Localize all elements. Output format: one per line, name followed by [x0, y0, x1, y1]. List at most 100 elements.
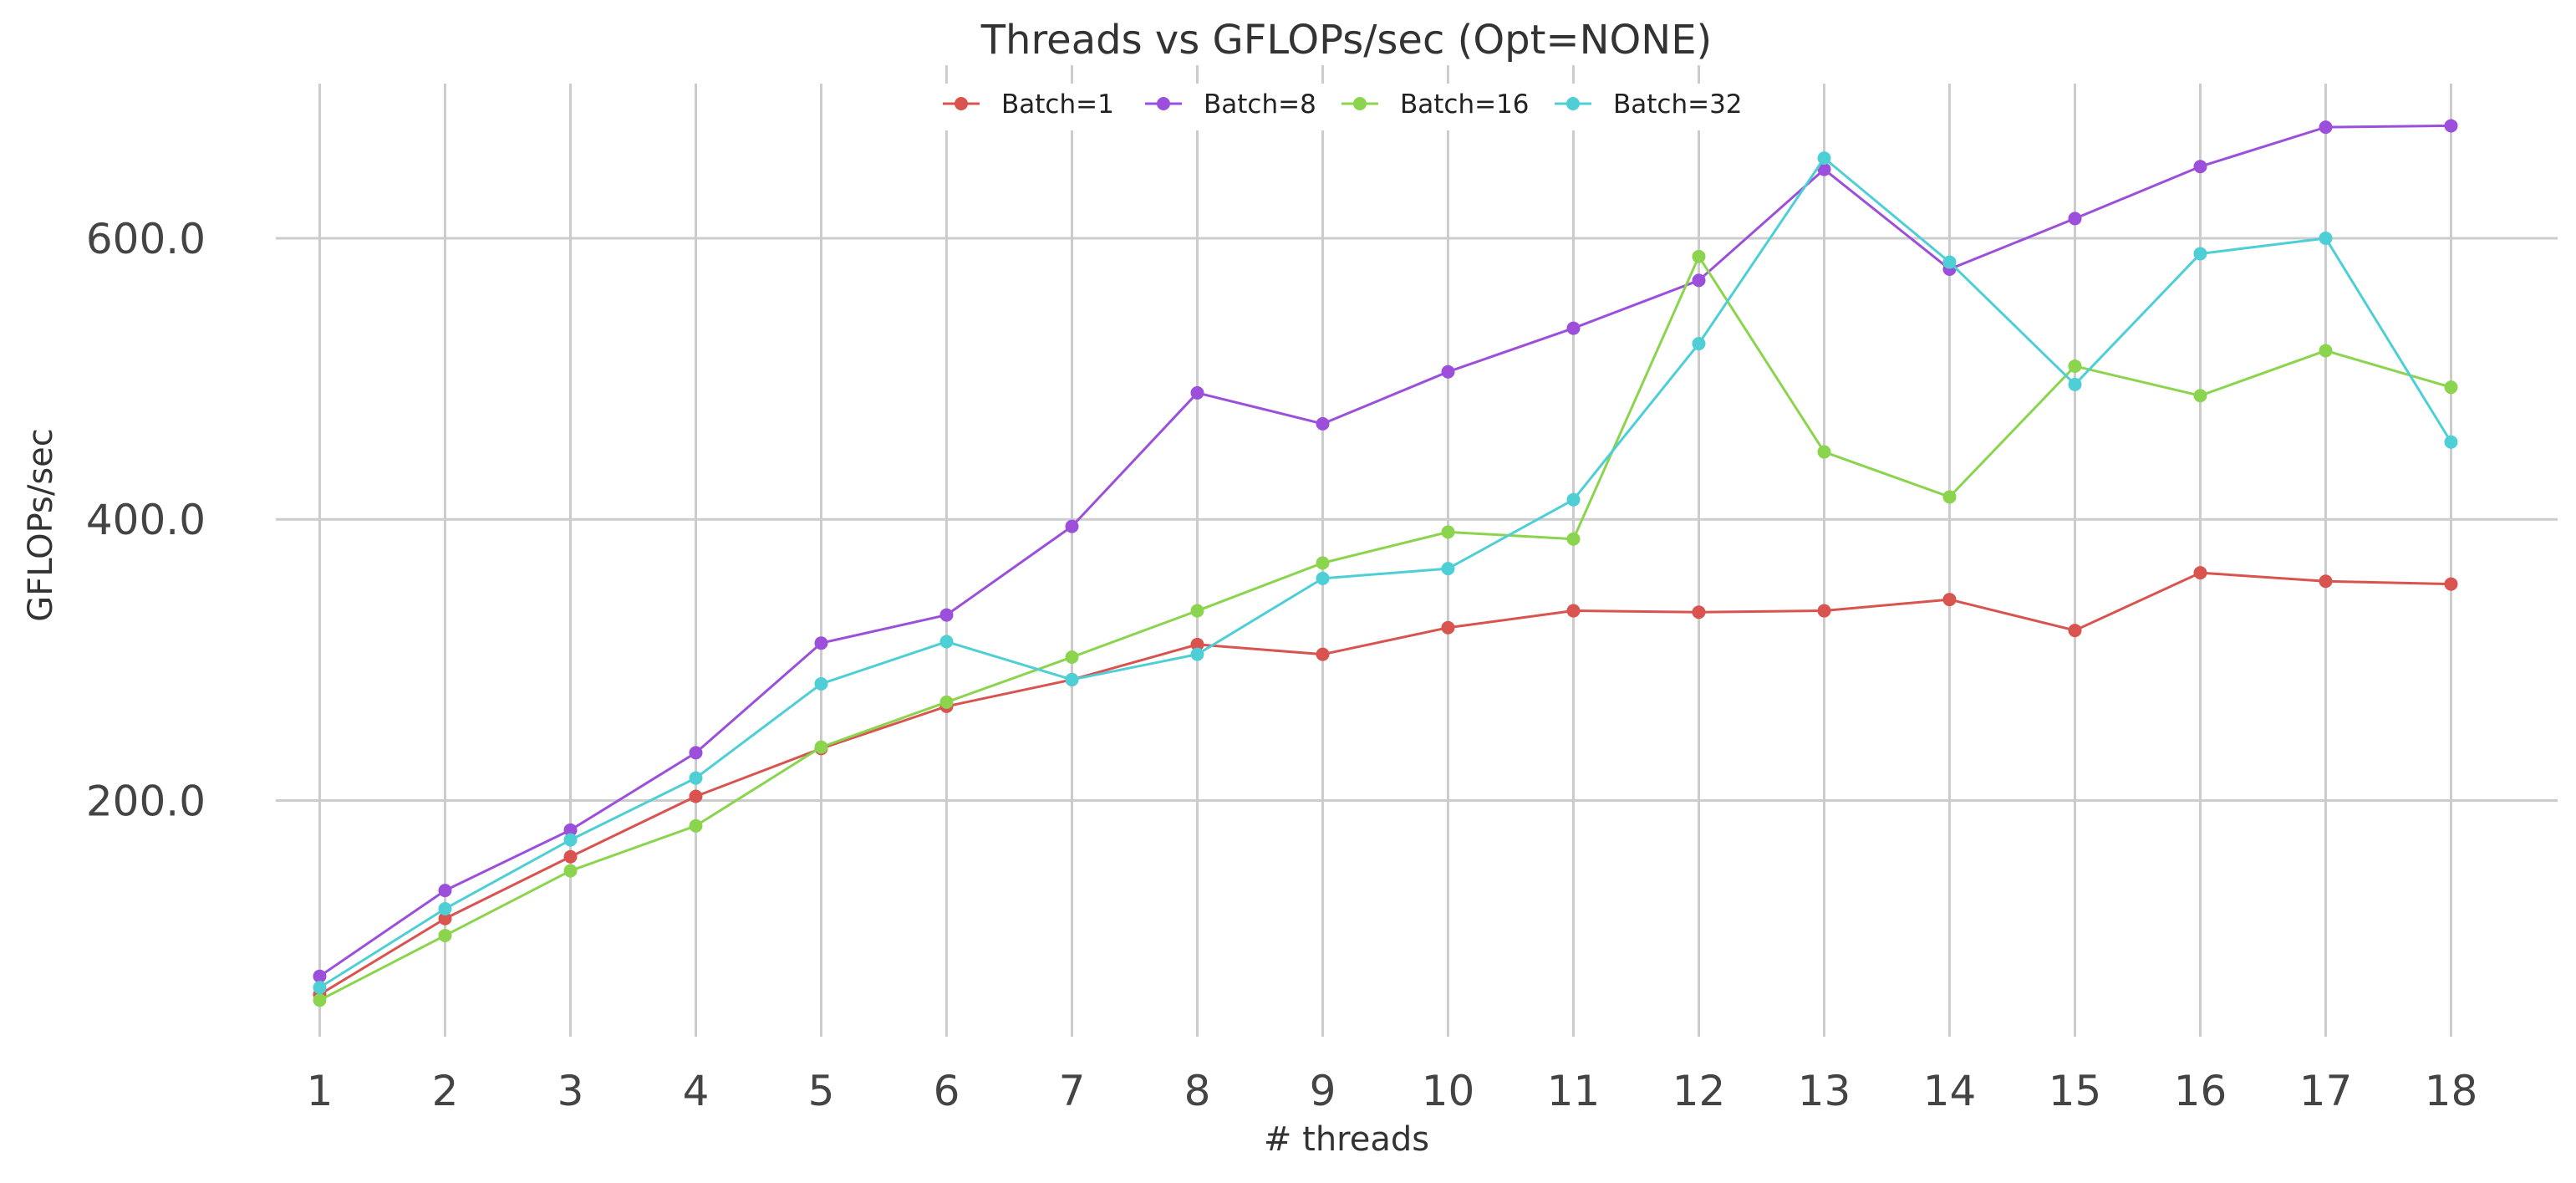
x-tick-label: 14 — [1923, 1067, 1977, 1115]
data-point — [1316, 647, 1330, 661]
data-point — [313, 993, 327, 1007]
data-point — [1817, 604, 1831, 618]
data-point — [2319, 231, 2333, 245]
x-tick-label: 8 — [1184, 1067, 1211, 1115]
x-tick-label: 2 — [432, 1067, 459, 1115]
data-point — [2193, 160, 2207, 174]
data-point — [1942, 593, 1957, 607]
x-tick-label: 5 — [808, 1067, 835, 1115]
data-point — [2193, 566, 2207, 580]
data-point — [689, 746, 703, 760]
series-line — [318, 571, 2451, 996]
grid — [276, 65, 2558, 1037]
data-point — [2444, 577, 2458, 591]
legend-label: Batch=16 — [1400, 89, 1530, 120]
data-point — [1942, 490, 1957, 504]
data-point — [1692, 249, 1706, 263]
data-point — [1441, 525, 1455, 539]
data-point — [1316, 571, 1330, 585]
data-point — [1817, 151, 1831, 166]
data-point — [438, 884, 452, 898]
legend-marker — [1566, 97, 1580, 110]
chart-title: Threads vs GFLOPs/sec (Opt=NONE) — [980, 17, 1713, 64]
data-point — [438, 901, 452, 915]
data-point — [1065, 519, 1079, 533]
legend-label: Batch=32 — [1613, 89, 1743, 120]
x-tick-label: 15 — [2049, 1067, 2102, 1115]
data-point — [1441, 365, 1455, 379]
data-point — [1190, 604, 1204, 618]
legend-item: Batch=32 — [1555, 89, 1743, 120]
series-line — [318, 124, 2451, 977]
series-batch-8 — [313, 119, 2458, 983]
series-lines — [313, 119, 2458, 1007]
data-point — [1566, 321, 1581, 335]
data-point — [313, 981, 327, 995]
x-tick-label: 6 — [934, 1067, 960, 1115]
legend-label: Batch=8 — [1204, 89, 1316, 120]
y-tick-labels: 200.0 400.0 600.0 — [86, 215, 206, 826]
data-point — [814, 636, 828, 650]
data-point — [689, 771, 703, 785]
data-point — [1190, 647, 1204, 661]
x-tick-labels: 1 2 3 4 5 6 7 8 9 10 11 12 13 14 15 16 17 18 — [307, 1067, 2478, 1115]
data-point — [2068, 359, 2082, 373]
legend: Batch=1 Batch=8 Batch=16 Batch=32 — [943, 89, 1743, 120]
data-point — [2444, 435, 2458, 449]
data-point — [2444, 119, 2458, 133]
data-point — [2068, 624, 2082, 638]
data-point — [2319, 574, 2333, 589]
series-batch-1 — [313, 566, 2458, 1002]
data-point — [563, 823, 578, 837]
data-point — [2068, 377, 2082, 391]
data-point — [1190, 385, 1204, 400]
data-point — [814, 676, 828, 691]
x-tick-label: 3 — [557, 1067, 584, 1115]
x-tick-label: 16 — [2174, 1067, 2227, 1115]
data-point — [1441, 562, 1455, 576]
x-tick-label: 10 — [1422, 1067, 1475, 1115]
y-tick-label: 400.0 — [86, 496, 206, 544]
data-point — [2319, 344, 2333, 358]
data-point — [1566, 532, 1581, 546]
x-tick-label: 17 — [2299, 1067, 2353, 1115]
legend-marker — [955, 97, 968, 110]
data-point — [313, 969, 327, 983]
data-point — [438, 911, 452, 925]
x-tick-label: 9 — [1310, 1067, 1336, 1115]
x-tick-label: 4 — [683, 1067, 710, 1115]
data-point — [1566, 604, 1581, 618]
data-point — [1316, 416, 1330, 431]
data-point — [1441, 620, 1455, 635]
y-axis-label: GFLOPs/sec — [22, 428, 60, 622]
y-tick-label: 600.0 — [86, 215, 206, 263]
data-point — [689, 818, 703, 833]
y-tick-label: 200.0 — [86, 778, 206, 826]
x-tick-label: 7 — [1059, 1067, 1086, 1115]
x-tick-label: 11 — [1547, 1067, 1601, 1115]
data-point — [2068, 212, 2082, 226]
data-point — [1817, 162, 1831, 176]
data-point — [814, 740, 828, 754]
data-point — [1692, 273, 1706, 288]
data-point — [2193, 389, 2207, 403]
data-point — [1190, 637, 1204, 651]
x-tick-label: 18 — [2425, 1067, 2478, 1115]
legend-marker — [1353, 97, 1367, 110]
x-tick-label: 13 — [1798, 1067, 1851, 1115]
series-batch-16 — [313, 249, 2458, 1007]
data-point — [1316, 556, 1330, 570]
series-line — [318, 255, 2451, 1002]
data-point — [1942, 255, 1957, 269]
data-point — [2319, 120, 2333, 135]
data-point — [1566, 492, 1581, 507]
legend-item: Batch=16 — [1341, 89, 1530, 120]
data-point — [2444, 380, 2458, 395]
legend-label: Batch=1 — [1001, 89, 1114, 120]
x-tick-label: 1 — [307, 1067, 333, 1115]
data-point — [689, 789, 703, 803]
legend-item: Batch=8 — [1145, 89, 1316, 120]
x-tick-label: 12 — [1672, 1067, 1726, 1115]
data-point — [939, 608, 954, 622]
